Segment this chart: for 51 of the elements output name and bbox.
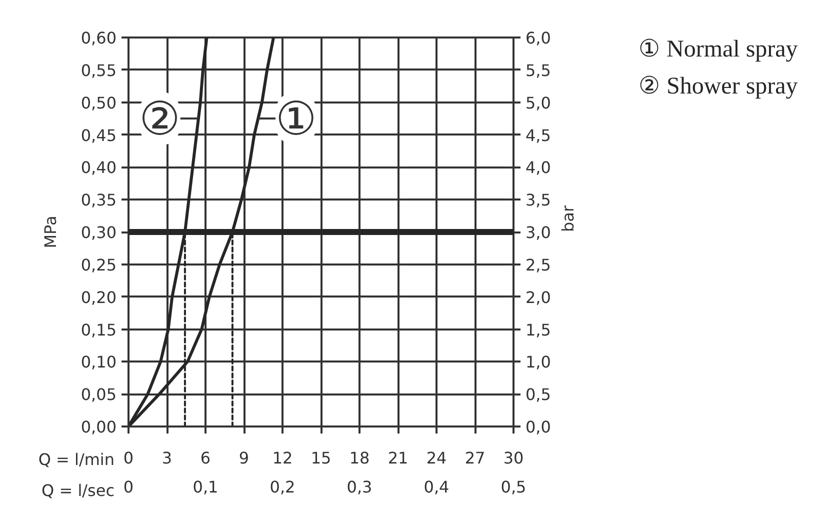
y-tick-label: 0,05 [80, 385, 116, 404]
y-tick-label: 0,45 [80, 126, 116, 145]
x2-axis-title: Q = l/sec [42, 481, 114, 500]
x2-tick-label: 0 [123, 478, 134, 496]
y2-tick-label: 0,0 [526, 418, 551, 436]
y2-tick-label: 4,0 [526, 158, 551, 178]
text: ① Normal spray [638, 36, 798, 62]
annotation: ② [139, 92, 180, 146]
y2-axis-title: bar [558, 205, 578, 232]
y-tick-label: 0,50 [80, 93, 116, 112]
x2-tick-label: 0,5 [500, 478, 526, 496]
y-tick-label: 0,25 [80, 255, 116, 274]
y2-tick-label: 0,5 [526, 385, 551, 404]
x-axis-title: Q = l/min [38, 450, 115, 469]
x-tick-label: 24 [426, 448, 447, 468]
y2-tick-label: 6,0 [526, 28, 551, 48]
y2-tick-label: 1,5 [526, 320, 551, 340]
y-tick-label: 0,60 [80, 28, 116, 48]
y-tick-label: 0,55 [80, 60, 116, 80]
y2-tick-label: 1,0 [526, 352, 551, 372]
x-tick-label: 6 [200, 448, 211, 468]
y-tick-label: 0,20 [80, 288, 116, 307]
y2-tick-label: 3,5 [526, 190, 551, 210]
text: ② Shower spray [638, 74, 798, 100]
x-tick-label: 12 [272, 448, 293, 468]
y-tick-label: 0,10 [80, 352, 116, 372]
y2-tick-label: 5,5 [526, 60, 551, 80]
x-tick-label: 15 [310, 448, 332, 468]
x-tick-label: 27 [464, 448, 486, 468]
x-tick-label: 30 [503, 448, 524, 468]
y2-tick-label: 4,5 [526, 126, 551, 145]
x2-tick-label: 0,4 [424, 478, 450, 496]
y-tick-label: 0,00 [80, 418, 116, 436]
x-tick-label: 21 [388, 448, 408, 468]
x2-tick-label: 0,1 [192, 478, 218, 496]
y2-tick-label: 3,0 [526, 223, 551, 242]
x2-tick-label: 0,2 [270, 478, 296, 496]
annotation: ① [276, 92, 317, 146]
x-tick-label: 9 [238, 448, 250, 468]
y2-tick-label: 5,0 [526, 93, 551, 112]
x-tick-label: 3 [162, 448, 172, 468]
x-tick-label: 0 [123, 448, 134, 468]
y-axis-title: MPa [40, 216, 60, 248]
y-tick-label: 0,30 [80, 223, 116, 242]
x2-tick-label: 0,3 [346, 478, 372, 496]
y2-tick-label: 2,0 [526, 288, 551, 307]
y2-tick-label: 2,5 [526, 255, 551, 274]
y-tick-label: 0,35 [80, 190, 116, 210]
y-tick-label: 0,15 [80, 320, 116, 340]
y-tick-label: 0,40 [80, 158, 116, 178]
x-tick-label: 18 [349, 448, 370, 468]
